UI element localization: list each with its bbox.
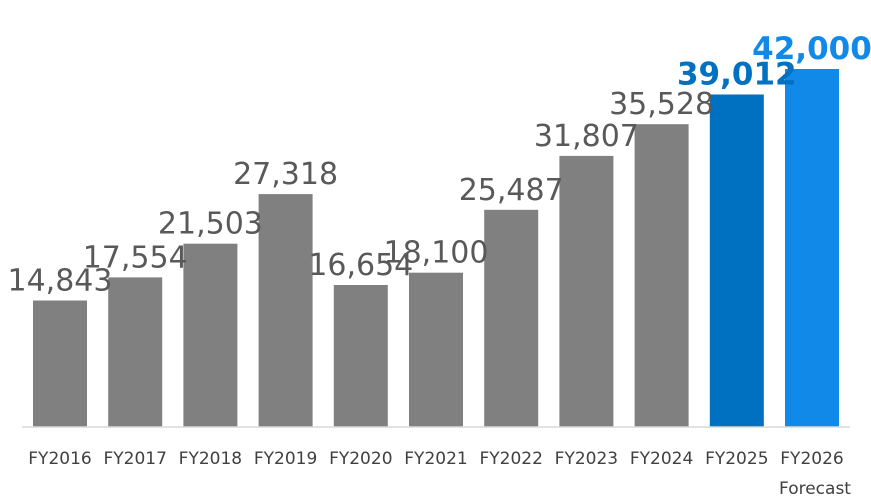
value-label-fy2020: 16,654 — [308, 248, 413, 283]
value-label-fy2026: 42,000 — [752, 31, 871, 67]
value-label-fy2021: 18,100 — [384, 236, 489, 271]
x-tick-labels-group: FY2016 FY2017 FY2018 FY2019 FY2020 FY2021 FY20… — [28, 449, 843, 469]
bar-fy2020 — [333, 285, 388, 427]
x-tick-label-fy2021: FY2021 — [404, 449, 467, 469]
bar-fy2024 — [634, 124, 689, 427]
value-label-fy2017: 17,554 — [83, 240, 188, 275]
x-tick-label-fy2019: FY2019 — [254, 449, 317, 469]
value-label-fy2024: 35,528 — [609, 87, 714, 122]
x-tick-label-fy2018: FY2018 — [179, 449, 242, 469]
x-tick-label-fy2016: FY2016 — [28, 449, 91, 469]
bar-fy2017 — [108, 277, 163, 427]
bar-fy2021 — [409, 272, 463, 427]
x-tick-label-fy2020: FY2020 — [329, 449, 392, 469]
bar-fy2018 — [183, 243, 238, 427]
value-label-fy2019: 27,318 — [233, 157, 338, 192]
value-label-fy2022: 25,487 — [459, 173, 564, 208]
bars-group — [33, 69, 839, 427]
bar-fy2022 — [484, 209, 539, 427]
x-tick-label-fy2023: FY2023 — [555, 449, 618, 469]
bar-fy2019 — [258, 194, 313, 427]
bar-fy2026 — [785, 69, 839, 427]
annotations-group: Forecast — [779, 479, 851, 498]
value-label-fy2023: 31,807 — [534, 119, 639, 154]
bar-fy2023 — [559, 155, 614, 427]
bar-fy2025 — [709, 94, 764, 427]
x-tick-label-fy2025: FY2025 — [705, 449, 768, 469]
value-label-fy2016: 14,843 — [8, 264, 113, 299]
forecast-annotation: Forecast — [779, 479, 851, 498]
x-tick-label-fy2022: FY2022 — [479, 449, 542, 469]
bar-fy2016 — [33, 300, 87, 427]
x-tick-label-fy2017: FY2017 — [103, 449, 166, 469]
x-tick-label-fy2024: FY2024 — [630, 449, 693, 469]
x-tick-label-fy2026: FY2026 — [780, 449, 843, 469]
value-label-fy2018: 21,503 — [158, 207, 263, 242]
value-label-fy2025: 39,012 — [677, 57, 797, 93]
